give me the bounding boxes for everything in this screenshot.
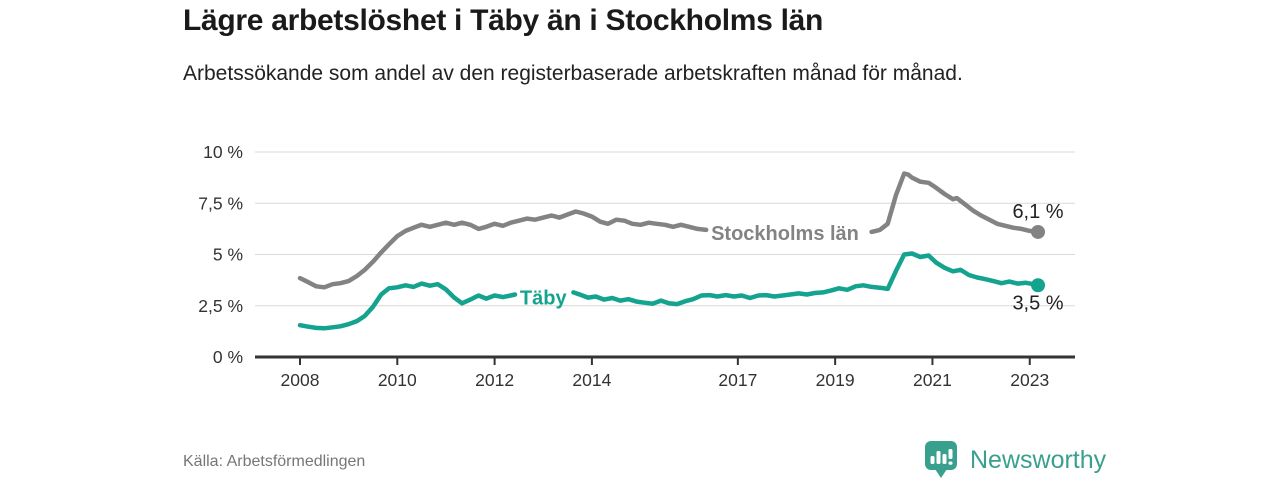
x-axis-tick-label: 2010 bbox=[378, 370, 417, 390]
x-axis-tick-label: 2019 bbox=[816, 370, 855, 390]
page-subtitle: Arbetssökande som andel av den registerb… bbox=[183, 62, 963, 85]
x-axis-tick-label: 2021 bbox=[913, 370, 952, 390]
series-line-taby bbox=[297, 281, 518, 331]
series-end-dot-taby bbox=[1031, 278, 1046, 293]
x-axis-tick-label: 2023 bbox=[1010, 370, 1049, 390]
series-line-stockholms-lan bbox=[297, 209, 709, 290]
x-axis-tick-label: 2014 bbox=[572, 370, 611, 390]
series-line-stockholms-lan bbox=[869, 171, 1041, 235]
y-axis-tick-label: 7,5 % bbox=[198, 193, 243, 213]
page-title: Lägre arbetslöshet i Täby än i Stockholm… bbox=[183, 4, 824, 37]
x-axis-tick-label: 2008 bbox=[281, 370, 320, 390]
y-axis-tick-label: 10 % bbox=[203, 142, 243, 162]
series-label-stockholms-lan: Stockholms län bbox=[711, 223, 859, 245]
y-axis-tick-label: 5 % bbox=[213, 245, 243, 265]
y-axis-tick-label: 2,5 % bbox=[198, 296, 243, 316]
brand-name: Newsworthy bbox=[970, 445, 1107, 474]
x-axis-tick-label: 2017 bbox=[718, 370, 757, 390]
source-note: Källa: Arbetsförmedlingen bbox=[183, 453, 366, 470]
x-axis-tick-label: 2012 bbox=[475, 370, 514, 390]
y-axis-tick-label: 0 % bbox=[213, 347, 243, 367]
series-end-dot-stockholms-lan bbox=[1031, 224, 1046, 239]
brand-logo: Newsworthy bbox=[922, 440, 1106, 480]
end-value-stockholms-lan: 6,1 % bbox=[1012, 201, 1063, 223]
end-value-taby: 3,5 % bbox=[1012, 292, 1063, 314]
series-label-taby: Täby bbox=[520, 288, 568, 310]
newsworthy-icon bbox=[925, 441, 957, 478]
series-line-taby bbox=[571, 251, 1041, 307]
